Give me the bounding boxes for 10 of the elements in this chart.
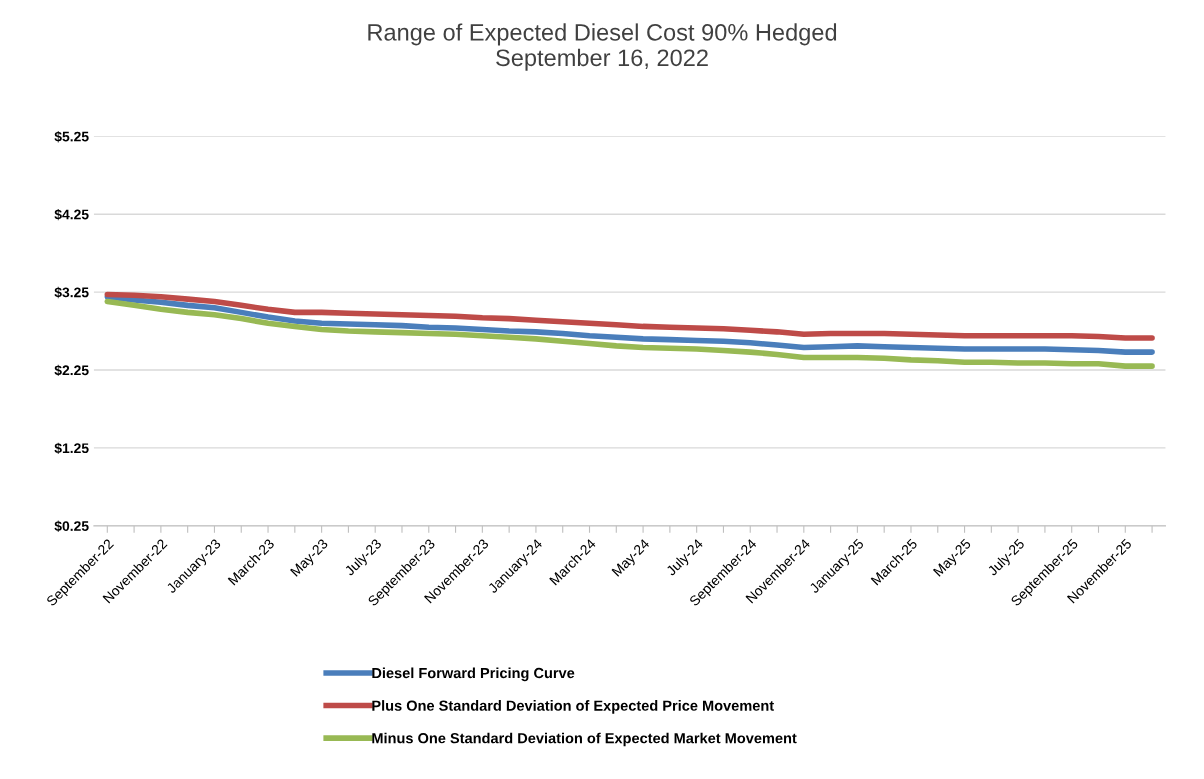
- legend-label: Minus One Standard Deviation of Expected Market Movement: [372, 732, 797, 747]
- y-tick-label: $0.25: [54, 520, 89, 532]
- y-tick-label: $5.25: [54, 131, 89, 143]
- legend-label: Diesel Forward Pricing Curve: [372, 667, 575, 682]
- legend-label: Plus One Standard Deviation of Expected Price Movement: [372, 700, 774, 714]
- y-tick-label: $1.25: [54, 442, 89, 454]
- y-tick-label: $4.25: [54, 208, 89, 221]
- y-tick-label: $2.25: [54, 364, 89, 377]
- y-tick-label: $3.25: [54, 286, 89, 299]
- chart-title: Range of Expected Diesel Cost 90% Hedged September 16, 2022: [368, 23, 837, 71]
